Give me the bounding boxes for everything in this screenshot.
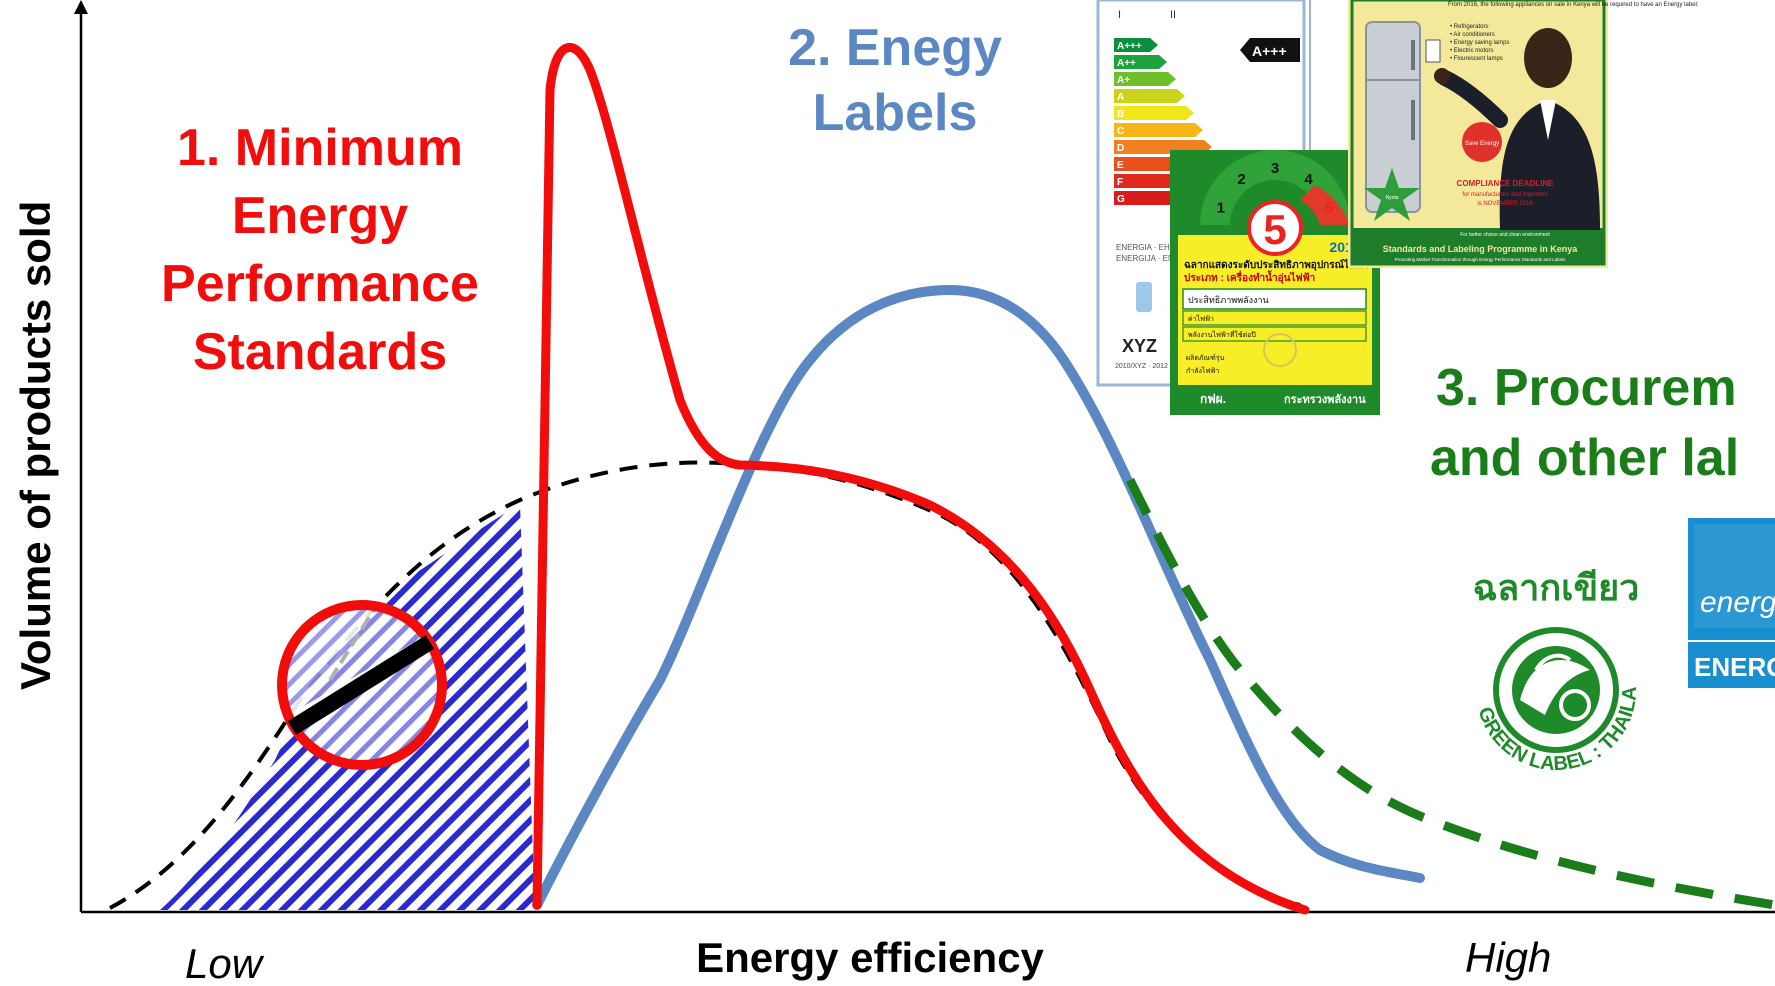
person-figure xyxy=(1434,28,1600,230)
kenya-list-item: • Flourescent lamps xyxy=(1450,56,1503,62)
fridge-icon xyxy=(1365,21,1421,213)
kenya-star-badge xyxy=(1364,168,1420,221)
x-low-label: Low xyxy=(185,940,265,986)
eu-class-label: A++ xyxy=(1117,58,1136,69)
kenya-deadline-title: COMPLIANCE DEADLINE xyxy=(1457,179,1555,188)
eu-class-bar xyxy=(1114,72,1176,86)
eu-code: 2010/XYZ · 2012 xyxy=(1115,363,1168,370)
eu-footer: XYZ xyxy=(1122,336,1157,356)
eu-class-label: E xyxy=(1117,160,1124,171)
eu-class-bar xyxy=(1114,106,1194,120)
save-energy-badge xyxy=(1462,122,1502,162)
kenya-list-item: • Air conditioners xyxy=(1450,32,1495,38)
meps-label: 1. Minimum Energy Performance Standards xyxy=(161,119,479,381)
thai-dial-number: 5 xyxy=(1325,199,1333,216)
energy-labels-line-1: 2. Enegy xyxy=(788,19,1002,77)
thai-row-1: ประสิทธิภาพพลังงาน xyxy=(1188,295,1269,305)
energy-star-script: energy xyxy=(1700,586,1775,619)
thai-dial-number: 1 xyxy=(1217,199,1225,216)
kenya-deadline-2: is NOVEMBER 2016 xyxy=(1477,201,1533,207)
thai-dial-number: 4 xyxy=(1304,171,1313,188)
eu-class-badge-shape xyxy=(1240,38,1300,62)
kenya-programme: Standards and Labeling Programme in Keny… xyxy=(1383,244,1579,254)
kenya-tagline: Promoting Market Transformation through … xyxy=(1395,257,1567,262)
x-high-label: High xyxy=(1465,934,1551,981)
eu-energia-2: ENERGIJA · ENE xyxy=(1116,254,1179,263)
energy-labels-line-2: Labels xyxy=(813,84,978,142)
eu-class-label: D xyxy=(1117,143,1124,154)
eu-roman-1: I xyxy=(1118,9,1121,21)
kenya-star-text: Nyota xyxy=(1385,195,1398,201)
kenya-better: For better choice and clean environment xyxy=(1460,232,1550,238)
thai-footer-right: กระทรวงพลังงาน xyxy=(1284,393,1366,406)
thai-title-2: ประเภท : เครื่องทำน้ำอุ่นไฟฟ้า xyxy=(1184,270,1315,284)
thai-row-2: ค่าไฟฟ้า xyxy=(1188,314,1214,323)
energy-star-logo: energy ENERGY xyxy=(1688,518,1775,688)
energy-star-bottom: ENERGY xyxy=(1694,652,1775,682)
thai-title-1: ฉลากแสดงระดับประสิทธิภาพอุปกรณ์ไฟฟ้า xyxy=(1184,258,1369,271)
eu-energia-1: ENERGIA · EHEI xyxy=(1116,243,1177,252)
thai-note-1: ผลิตภัณฑ์รุ่น xyxy=(1186,354,1225,362)
thai-big-number: 5 xyxy=(1263,206,1286,253)
procurement-label: 3. Procurem and other lal xyxy=(1430,359,1739,487)
eu-class-bar xyxy=(1114,89,1185,103)
black-bar xyxy=(287,635,435,735)
kenya-list-item: • Energy saving lamps xyxy=(1450,40,1509,46)
green-label-thai-text: ฉลากเขียว xyxy=(1473,567,1640,608)
kenya-list-item: • Electric motors xyxy=(1450,48,1493,54)
energy-labels-curve xyxy=(532,284,1425,910)
eu-roman-2: II xyxy=(1170,9,1176,21)
eu-bottle-icon xyxy=(1136,282,1152,312)
meps-label-line-1: 1. Minimum xyxy=(177,119,463,177)
procurement-line-2: and other lal xyxy=(1430,429,1739,487)
eu-class-label: F xyxy=(1117,177,1123,188)
thai-dial-number: 3 xyxy=(1271,160,1279,177)
eu-class-bar xyxy=(1114,55,1167,69)
thai-emblem xyxy=(1263,333,1297,367)
kenya-poster-image: From 2016, the following appliances on s… xyxy=(1348,0,1699,268)
procurement-curve xyxy=(1125,477,1775,910)
eu-class-label: A xyxy=(1117,92,1124,103)
procurement-line-1: 3. Procurem xyxy=(1436,359,1737,417)
eu-class-label: B xyxy=(1117,109,1124,120)
kenya-list-item: • Refrigerators xyxy=(1450,24,1488,30)
x-axis-label: Energy efficiency xyxy=(696,934,1044,981)
meps-label-line-4: Standards xyxy=(193,323,447,381)
thai-row-3: พลังงานไฟฟ้าที่ใช้ต่อปี xyxy=(1188,330,1256,339)
thai-footer-left: กฟผ. xyxy=(1200,392,1226,406)
eu-class-label: A+ xyxy=(1117,75,1130,86)
eu-class-label: A+++ xyxy=(1117,41,1142,52)
meps-label-line-3: Performance xyxy=(161,255,479,313)
energy-labels-label: 2. Enegy Labels xyxy=(788,19,1002,142)
meps-curve xyxy=(532,43,1310,915)
y-axis-arrow xyxy=(74,0,88,14)
meps-label-line-2: Energy xyxy=(232,187,408,245)
eu-class-label: G xyxy=(1117,194,1125,205)
thai-note-2: กำลังไฟฟ้า xyxy=(1186,366,1219,375)
eu-class-badge: A+++ xyxy=(1252,43,1287,59)
thai-dial-number: 2 xyxy=(1237,171,1245,188)
kenya-deadline-1: for manufacturers and importers xyxy=(1462,192,1547,198)
eu-class-bar xyxy=(1114,38,1158,52)
y-axis-label: Volume of products sold xyxy=(12,201,59,690)
eu-class-bar xyxy=(1114,123,1203,137)
eu-class-label: C xyxy=(1117,126,1124,137)
save-energy-text: Save Energy xyxy=(1465,141,1499,147)
kenya-intro: From 2016, the following appliances on s… xyxy=(1448,2,1699,8)
removed-product-marker xyxy=(277,600,447,770)
